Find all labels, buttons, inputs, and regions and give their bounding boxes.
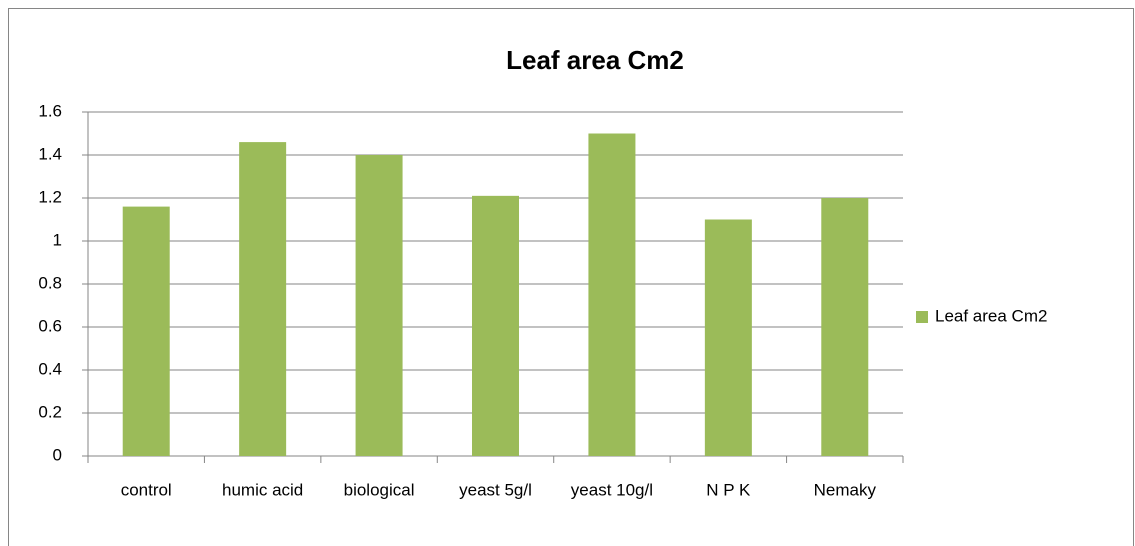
- bar: [821, 198, 869, 456]
- chart-title: Leaf area Cm2: [506, 45, 684, 75]
- y-tick-label: 1.4: [38, 144, 62, 163]
- legend-label: Leaf area Cm2: [935, 306, 1047, 325]
- y-tick-label: 0.4: [38, 359, 62, 378]
- y-tick-label: 0: [53, 445, 62, 464]
- chart-border: [8, 8, 1134, 546]
- legend-swatch: [916, 311, 928, 323]
- y-tick-label: 1.6: [38, 101, 62, 120]
- y-tick-label: 0.6: [38, 316, 62, 335]
- x-tick-label: yeast 5g/l: [459, 480, 532, 499]
- x-tick-label: N P K: [706, 480, 751, 499]
- x-tick-label: biological: [344, 480, 415, 499]
- bar: [355, 155, 403, 456]
- x-tick-label: humic acid: [222, 480, 303, 499]
- y-tick-label: 0.8: [38, 273, 62, 292]
- y-tick-label: 1.2: [38, 187, 62, 206]
- x-tick-label: Nemaky: [814, 480, 877, 499]
- bar: [472, 195, 519, 456]
- bar: [704, 219, 752, 456]
- x-tick-label: yeast 10g/l: [571, 480, 653, 499]
- bar: [122, 206, 170, 456]
- bar: [588, 133, 636, 456]
- bar: [239, 142, 287, 456]
- x-tick-label: control: [121, 480, 172, 499]
- y-tick-label: 1: [53, 230, 62, 249]
- y-tick-label: 0.2: [38, 402, 62, 421]
